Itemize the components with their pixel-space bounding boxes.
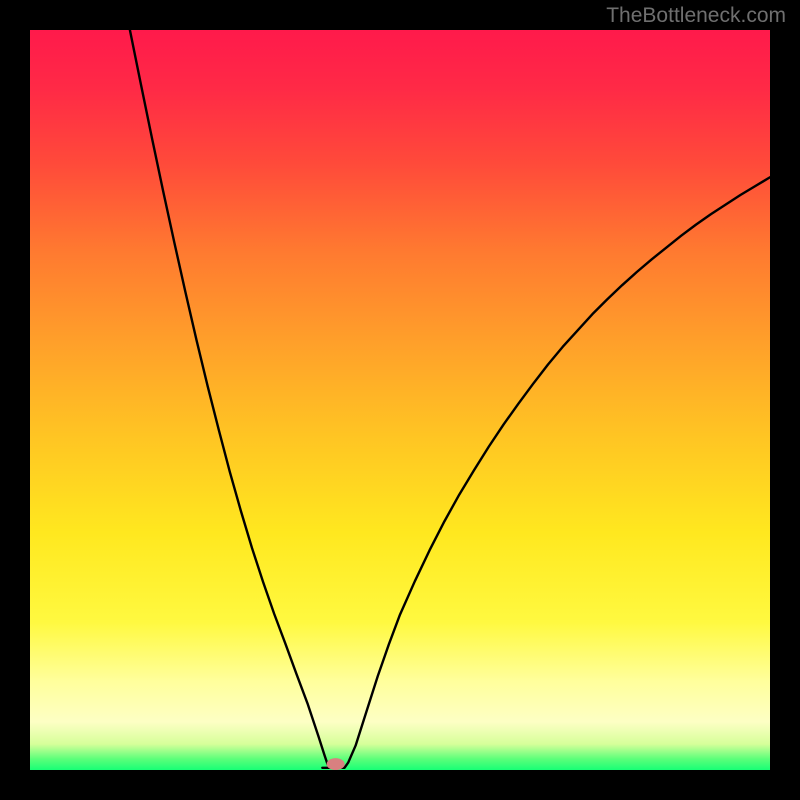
watermark-label: TheBottleneck.com [606,4,786,28]
chart-frame: TheBottleneck.com [0,0,800,800]
plot-background [30,30,770,770]
bottleneck-chart [0,0,800,800]
minimum-marker [327,758,345,770]
